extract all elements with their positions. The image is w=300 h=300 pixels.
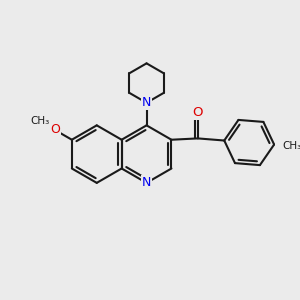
Text: CH₃: CH₃: [30, 116, 50, 126]
Text: N: N: [142, 96, 151, 109]
Text: O: O: [50, 123, 60, 136]
Text: N: N: [142, 176, 151, 189]
Text: O: O: [193, 106, 203, 119]
Text: CH₃: CH₃: [283, 141, 300, 151]
